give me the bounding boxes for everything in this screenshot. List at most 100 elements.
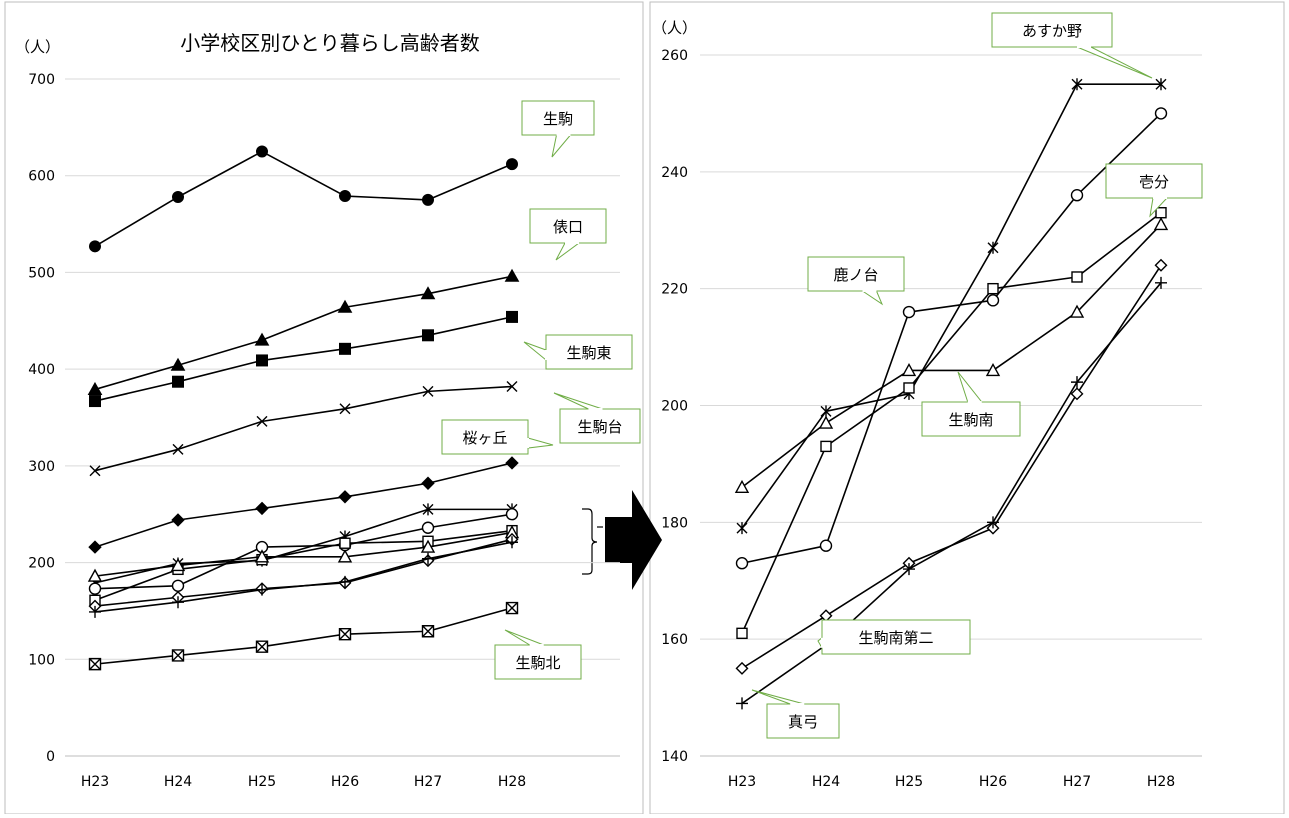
left-data-point [172, 443, 184, 455]
left-series-1 [87, 268, 520, 395]
right-data-point [902, 305, 916, 319]
callout: 真弓 [751, 689, 840, 739]
right-data-point [1069, 304, 1085, 318]
zoom-arrow [605, 490, 662, 590]
series-layer [87, 78, 1169, 710]
left-data-point [422, 329, 434, 342]
right-data-point [1154, 107, 1168, 120]
right-data-point [903, 563, 915, 576]
right-y-tick-label: 220 [661, 282, 688, 298]
callout-label: 生駒南 [948, 411, 993, 429]
right-y-tick-label: 180 [661, 515, 688, 531]
left-data-point [89, 240, 101, 253]
right-data-point [1153, 216, 1169, 231]
callout-label: 壱分 [1139, 173, 1169, 191]
left-series-line [94, 150, 513, 248]
right-data-point [736, 627, 748, 640]
right-x-tick-label: H25 [895, 774, 923, 790]
callout-label: 桜ヶ丘 [462, 429, 507, 447]
left-y-tick-label: 300 [28, 459, 55, 475]
left-data-point [89, 605, 101, 618]
callout: 生駒台 [553, 392, 641, 444]
right-series-line [741, 83, 1161, 529]
callout-label: 生駒北 [515, 654, 560, 672]
callout-box [559, 408, 641, 444]
callout-box [921, 401, 1021, 437]
right-data-point [1155, 276, 1167, 289]
callout-box [545, 334, 633, 370]
left-y-tick-label: 500 [28, 265, 55, 281]
callout: 壱分 [1105, 163, 1203, 218]
left-data-point [256, 583, 268, 596]
axes: 0 100 200 300 400 500 600 700 H23 H24 H25 H26 H27 H28… [28, 48, 1175, 790]
right-data-point [901, 362, 917, 377]
callout-label: 生駒 [543, 110, 573, 128]
right-data-point [820, 405, 832, 418]
left-data-point [338, 627, 352, 641]
right-data-point [735, 557, 749, 570]
left-data-point [172, 596, 184, 609]
left-series-2 [89, 310, 518, 408]
left-data-point [422, 385, 434, 397]
left-data-point [254, 332, 270, 346]
left-data-point [505, 601, 519, 615]
left-y-tick-label: 600 [28, 169, 55, 185]
callout-box [821, 619, 971, 655]
left-series-4 [88, 456, 519, 554]
left-data-point [337, 549, 353, 563]
right-series-line [741, 282, 1162, 705]
callout: 鹿ノ台 [807, 256, 905, 306]
right-x-tick-label: H24 [812, 774, 840, 790]
left-data-point [420, 286, 436, 300]
left-data-point [255, 640, 269, 653]
callout: 生駒 [521, 100, 595, 158]
left-data-point [88, 657, 102, 671]
callout-label: 生駒台 [577, 418, 622, 436]
right-data-point [1071, 78, 1083, 91]
right-y-tick-label: 140 [661, 749, 688, 765]
left-series-0 [89, 145, 518, 253]
right-data-point [1071, 376, 1083, 389]
left-series-line [94, 513, 513, 590]
left-data-point [89, 465, 101, 477]
left-data-point [506, 536, 518, 549]
left-data-point [87, 568, 103, 582]
callout-box [1105, 163, 1203, 199]
left-data-point [339, 537, 351, 549]
left-series-line [94, 275, 513, 391]
left-data-point [89, 395, 101, 408]
callout-box [766, 703, 840, 739]
callout: あすか野 [991, 12, 1153, 79]
right-series-line [741, 223, 1162, 488]
left-x-tick-label: H28 [498, 774, 526, 790]
right-data-point [1070, 387, 1084, 401]
right-series-2 [736, 207, 1167, 640]
right-x-tick-label: H28 [1147, 774, 1175, 790]
left-series-line [94, 541, 513, 613]
right-x-tick-label: H27 [1063, 774, 1091, 790]
left-x-tick-label: H25 [248, 774, 276, 790]
left-data-point [506, 158, 518, 171]
right-data-point [985, 362, 1001, 377]
right-data-point [987, 516, 999, 529]
cluster-bracket [582, 508, 598, 575]
left-x-tick-label: H23 [81, 774, 109, 790]
right-data-point [735, 661, 749, 675]
callout: 生駒北 [494, 629, 582, 680]
right-data-point [818, 415, 834, 429]
left-data-point [172, 190, 184, 203]
left-y-tick-label: 0 [46, 749, 55, 765]
left-data-point [256, 145, 268, 158]
left-data-point [422, 552, 434, 565]
left-chart-title: 小学校区別ひとり暮らし高齢者数 [180, 31, 479, 55]
left-data-point [422, 503, 434, 516]
left-series-line [94, 385, 513, 472]
right-y-tick-label: 160 [661, 632, 688, 648]
left-data-point [506, 381, 518, 393]
right-series-1 [735, 107, 1168, 570]
left-data-point [256, 415, 268, 427]
left-series-line [94, 529, 513, 602]
left-data-point [504, 268, 520, 282]
